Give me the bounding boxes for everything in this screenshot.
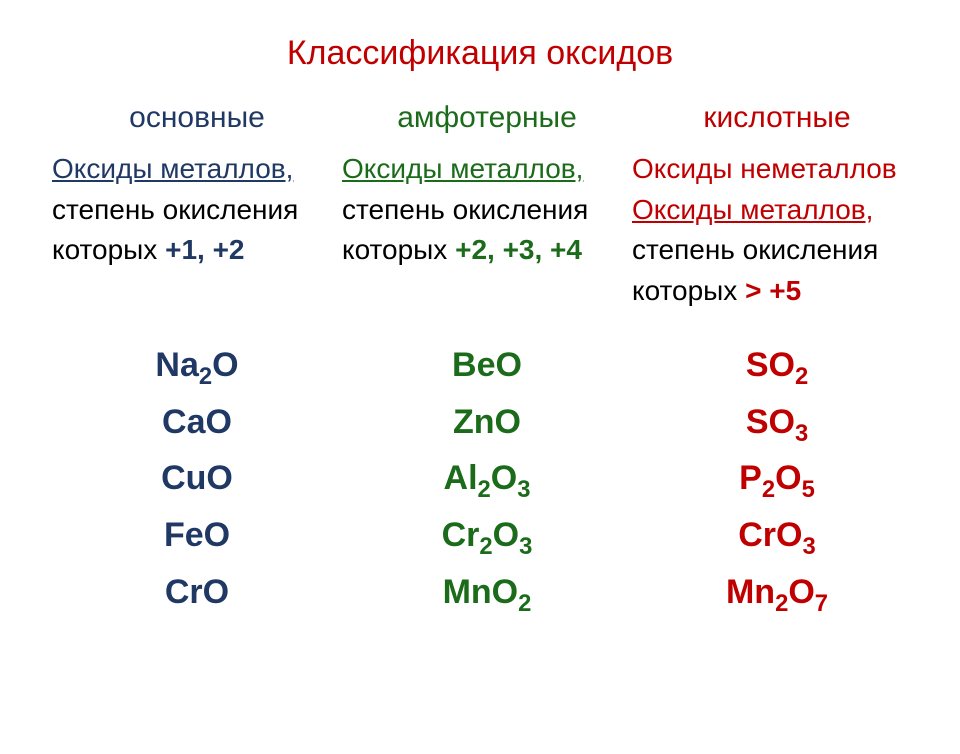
desc-basic-l2: которых +1, +2 [52, 230, 342, 271]
formula-basic-5: CrO [165, 566, 229, 619]
heading-amphoteric: амфотерные [397, 101, 577, 135]
page-title: Классификация оксидов [0, 34, 960, 73]
desc-acid-l1: степень окисления [632, 230, 922, 271]
desc-acid-states: > +5 [745, 275, 801, 306]
formula-acid-1: SO2 [746, 339, 808, 392]
desc-basic-l1: степень окисления [52, 190, 342, 231]
formula-amph-4: Cr2O3 [442, 509, 533, 562]
desc-acid-l2-prefix: которых [632, 275, 745, 306]
desc-basic-link: Оксиды металлов, [52, 149, 342, 190]
desc-amphoteric: Оксиды металлов, степень окисления котор… [342, 149, 632, 317]
desc-amph-l2-prefix: которых [342, 234, 455, 265]
formula-acid-3: P2O5 [739, 452, 815, 505]
formula-amph-3: Al2O3 [444, 452, 531, 505]
desc-basic-l2-prefix: которых [52, 234, 165, 265]
column-amphoteric: амфотерные Оксиды металлов, степень окис… [342, 101, 632, 618]
formula-amph-5: MnO2 [443, 566, 532, 619]
desc-acidic: Оксиды неметаллов Оксиды металлов, степе… [632, 149, 922, 317]
desc-amph-l2: которых +2, +3, +4 [342, 230, 632, 271]
column-basic: основные Оксиды металлов, степень окисле… [52, 101, 342, 618]
desc-amph-states: +2, +3, +4 [455, 234, 582, 265]
desc-basic-states: +1, +2 [165, 234, 244, 265]
formula-acid-4: CrO3 [738, 509, 815, 562]
formula-basic-4: FeO [164, 509, 230, 562]
desc-acid-l2: которых > +5 [632, 271, 922, 312]
desc-amph-l1: степень окисления [342, 190, 632, 231]
formula-acid-2: SO3 [746, 396, 808, 449]
formula-amph-2: ZnO [453, 396, 521, 449]
columns-container: основные Оксиды металлов, степень окисле… [0, 101, 960, 618]
formula-basic-1: Na2O [155, 339, 238, 392]
heading-basic: основные [129, 101, 265, 135]
formula-acid-5: Mn2O7 [726, 566, 828, 619]
formula-basic-3: CuO [161, 452, 233, 505]
desc-amph-link: Оксиды металлов, [342, 149, 632, 190]
heading-acidic: кислотные [703, 101, 850, 135]
desc-acid-nonmetal: Оксиды неметаллов [632, 149, 922, 190]
formula-basic-2: CaO [162, 396, 232, 449]
formula-amph-1: BeO [452, 339, 522, 392]
desc-acid-link: Оксиды металлов, [632, 190, 922, 231]
column-acidic: кислотные Оксиды неметаллов Оксиды метал… [632, 101, 922, 618]
desc-basic: Оксиды металлов, степень окисления котор… [52, 149, 342, 317]
